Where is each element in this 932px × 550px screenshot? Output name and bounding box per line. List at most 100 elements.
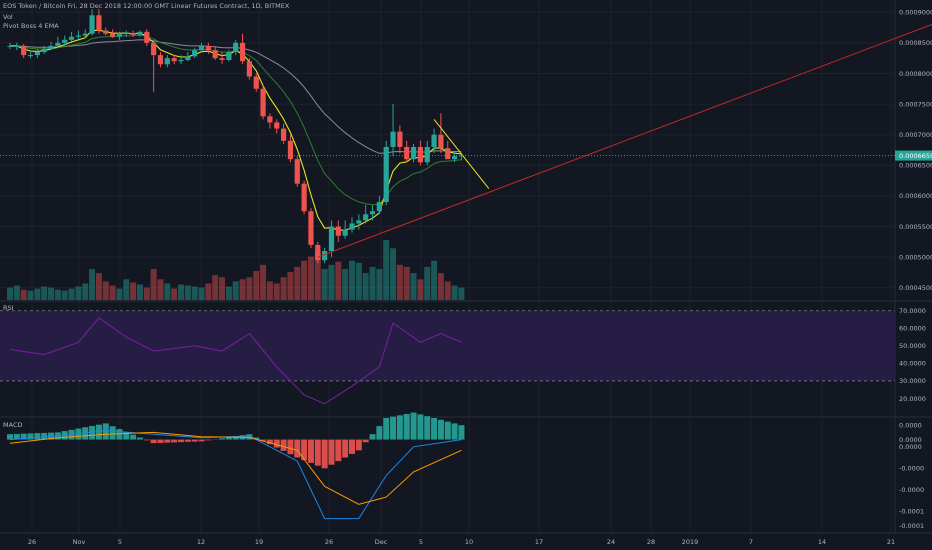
macd-histogram-bar <box>396 415 403 440</box>
rsi-tick-label: 40.0000 <box>899 360 926 368</box>
macd-tick-label: 0.0000 <box>899 436 922 444</box>
candle-body <box>219 58 225 60</box>
candle-body <box>137 31 143 35</box>
candle-body <box>267 116 273 123</box>
rsi-tick-label: 70.0000 <box>899 307 926 315</box>
candle-body <box>164 58 170 65</box>
candle-body <box>226 52 232 60</box>
time-tick-label: 7 <box>749 538 753 546</box>
candle-body <box>21 45 27 56</box>
volume-bar <box>280 277 287 300</box>
price-tick-label: 0.0004500 <box>899 284 932 292</box>
macd-histogram-bar <box>123 431 130 440</box>
volume-bar <box>102 281 109 300</box>
rsi-tick-label: 60.0000 <box>899 325 926 333</box>
volume-bar <box>27 290 34 300</box>
candle-body <box>397 131 403 147</box>
candle-body <box>246 61 252 77</box>
candle-body <box>383 146 389 203</box>
volume-bar <box>396 264 403 300</box>
time-tick-label: 24 <box>607 538 615 546</box>
volume-bar <box>314 250 321 300</box>
macd-histogram-bar <box>301 439 308 461</box>
volume-bar <box>109 285 116 300</box>
candle-body <box>14 45 20 47</box>
candle-body <box>233 42 239 53</box>
candle-body <box>274 122 280 129</box>
macd-histogram-bar <box>219 438 226 440</box>
volume-bar <box>171 288 178 300</box>
price-tick-label: 0.0006000 <box>899 192 932 200</box>
price-tick-label: 0.0008500 <box>899 39 932 47</box>
volume-bar <box>335 261 342 300</box>
macd-histogram-bar <box>328 439 335 465</box>
macd-histogram-bar <box>164 439 171 443</box>
candle-body <box>68 36 75 40</box>
macd-tick-label: -0.0000 <box>899 465 924 473</box>
macd-histogram-bar <box>253 437 260 440</box>
macd-histogram-bar <box>362 439 369 443</box>
volume-bar <box>287 272 294 300</box>
volume-bar <box>362 273 369 300</box>
volume-bar <box>266 281 273 300</box>
volume-bar <box>301 260 308 300</box>
candle-body <box>75 35 81 37</box>
macd-histogram-bar <box>349 439 355 454</box>
macd-histogram-bar <box>390 416 397 440</box>
macd-histogram-bar <box>376 426 383 440</box>
macd-histogram-bar <box>342 439 349 458</box>
time-tick-label: 12 <box>197 538 205 546</box>
volume-bar <box>307 256 314 300</box>
candle-body <box>315 244 321 261</box>
volume-bar <box>239 279 246 300</box>
candle-body <box>171 58 177 62</box>
macd-histogram-bar <box>136 437 143 440</box>
time-tick-label: Nov <box>73 538 86 546</box>
symbol-title: EOS Token / Bitcoin Fri, 28 Dec 2018 12:… <box>3 2 290 10</box>
volume-bar <box>431 260 438 300</box>
signal-line <box>9 431 462 505</box>
macd-histogram-bar <box>143 439 150 441</box>
candle-body <box>123 33 129 35</box>
candle-body <box>431 134 437 147</box>
time-tick-label: 17 <box>535 538 543 546</box>
price-tick-label: 0.0005000 <box>899 253 932 261</box>
volume-bar <box>417 279 424 300</box>
volume-bar <box>178 284 184 300</box>
volume-bar <box>184 285 191 300</box>
volume-bar <box>68 288 75 300</box>
candle-body <box>110 33 116 37</box>
candle-body <box>151 42 157 56</box>
macd-histogram-bar <box>191 439 198 442</box>
volume-bar <box>54 289 61 300</box>
volume-bar <box>390 248 397 300</box>
volume-bar <box>164 283 171 300</box>
candle-body <box>369 211 376 215</box>
macd-histogram-bar <box>150 439 157 444</box>
macd-histogram-bar <box>355 439 362 451</box>
volume-bar <box>20 289 27 300</box>
volume-bar <box>95 273 102 300</box>
candle-body <box>356 220 362 224</box>
macd-histogram-bar <box>287 439 294 455</box>
candle-body <box>157 55 164 65</box>
volume-bar <box>116 288 123 300</box>
volume-bar <box>342 268 349 300</box>
volume-bar <box>328 264 335 300</box>
macd-histogram-bar <box>225 437 232 440</box>
candle-body <box>438 134 444 149</box>
candle-body <box>7 45 13 47</box>
macd-histogram-bar <box>417 414 424 440</box>
candle-body <box>328 226 335 252</box>
rsi-tick-label: 50.0000 <box>899 342 926 350</box>
volume-bar <box>34 288 41 300</box>
candle-body <box>130 33 136 35</box>
volume-bar <box>232 281 239 300</box>
candle-body <box>424 146 430 163</box>
macd-histogram-bar <box>294 439 301 458</box>
candle-body <box>212 50 218 59</box>
price-tick-label: 0.0006500 <box>899 162 932 170</box>
macd-histogram-bar <box>130 434 137 440</box>
volume-bar <box>143 287 150 300</box>
